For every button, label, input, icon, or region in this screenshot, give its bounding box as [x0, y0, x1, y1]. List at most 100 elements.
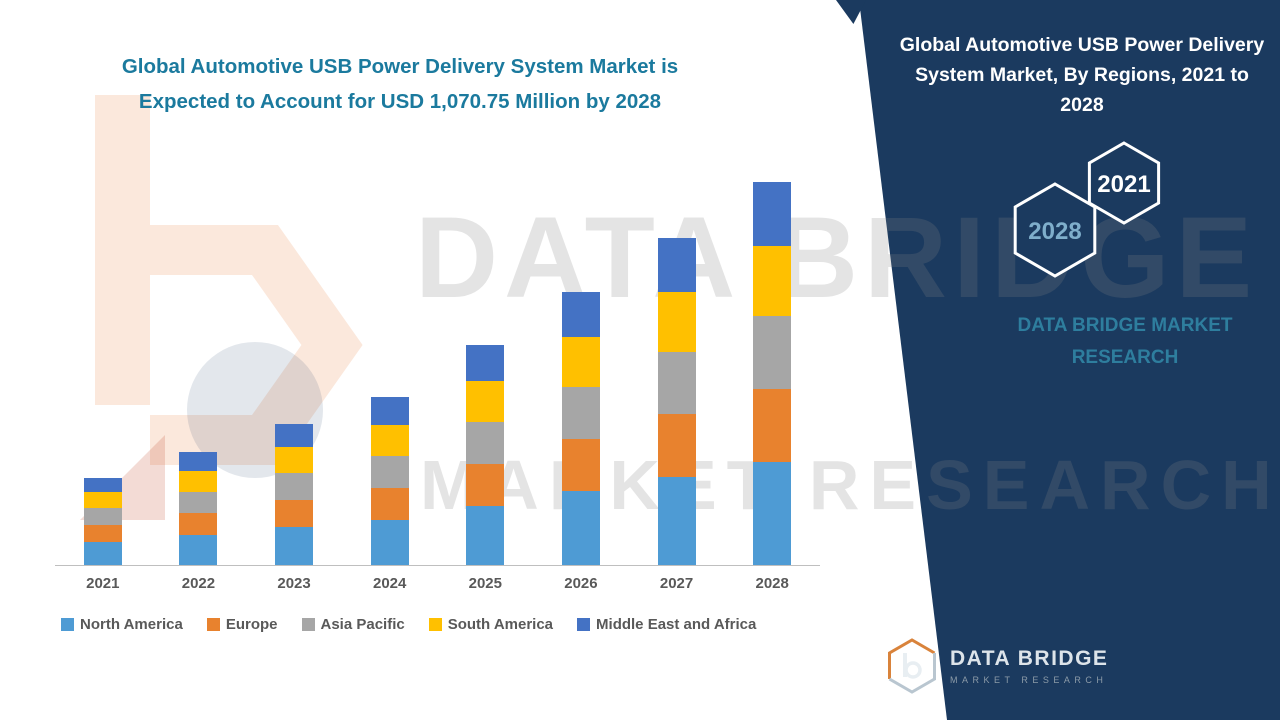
bar-segment: [753, 316, 792, 390]
legend-swatch: [577, 618, 591, 631]
bar-segment: [561, 291, 600, 337]
bar-2028: [724, 182, 820, 565]
bar-segment: [657, 291, 696, 353]
legend: North America Europe Asia Pacific South Ame…: [61, 616, 820, 633]
logo-stem: [95, 95, 150, 405]
stacked-bar: [179, 452, 218, 565]
stacked-bar: [370, 397, 409, 565]
chart-headline-line1: Global Automotive USB Power Delivery Sys…: [121, 55, 679, 78]
bar-segment: [561, 439, 600, 492]
bar-2021: [55, 477, 151, 565]
bar-segment: [83, 541, 122, 565]
legend-item: Asia Pacific: [301, 616, 405, 633]
legend-swatch: [428, 618, 442, 631]
footer-logo-tagline: MARKET RESEARCH: [950, 675, 1108, 685]
x-axis-label: 2022: [181, 575, 216, 592]
bar-segment: [370, 519, 409, 565]
bar-segment: [370, 455, 409, 488]
brand-name-line1: DATA BRIDGE MARKET: [1017, 315, 1233, 336]
bar-segment: [179, 491, 218, 514]
bar-segment: [370, 397, 409, 425]
bar-segment: [179, 452, 218, 471]
legend-label: Middle East and Africa: [596, 616, 757, 633]
legend-label: Asia Pacific: [320, 616, 405, 633]
footer-logo-icon: [888, 638, 936, 694]
bar-segment: [657, 414, 696, 477]
bar-segment: [179, 513, 218, 535]
bar-segment: [561, 491, 600, 565]
stacked-bar: [83, 477, 122, 565]
x-axis-label: 2026: [564, 575, 598, 592]
bar-2024: [342, 397, 438, 565]
footer-logo-name: DATA BRIDGE: [950, 647, 1109, 670]
bar-segment: [753, 389, 792, 462]
chart-headline: Global Automotive USB Power Delivery Sys…: [75, 50, 725, 120]
legend-item: South America: [428, 616, 554, 633]
stacked-bar: [561, 291, 600, 565]
bar-segment: [370, 487, 409, 520]
stacked-bar-chart: 2021 2022 2023 2024 2025 2026 2027 2028 North A…: [55, 172, 820, 633]
badge-2021-hexagon: [1087, 141, 1161, 225]
x-axis-label: 2021: [86, 575, 120, 592]
legend-item: North America: [61, 616, 183, 633]
bar-segment: [275, 423, 314, 448]
bar-segment: [275, 447, 314, 474]
legend-label: Europe: [225, 616, 278, 633]
badge-2021-label: 2021: [1097, 171, 1150, 198]
bar-2022: [151, 452, 247, 565]
bar-segment: [83, 477, 122, 493]
plot-area: [55, 172, 820, 566]
bar-segment: [83, 508, 122, 525]
bar-segment: [179, 534, 218, 565]
bar-segment: [179, 470, 218, 492]
legend-swatch: [301, 618, 315, 631]
legend-swatch: [206, 618, 220, 631]
x-axis-labels: 2021 2022 2023 2024 2025 2026 2027 2028: [55, 575, 820, 592]
bar-segment: [275, 473, 314, 501]
bar-segment: [753, 461, 792, 565]
bar-segment: [83, 492, 122, 509]
badge-2028-hexagon: [1013, 182, 1097, 278]
footer-logo-hex-left: [888, 638, 936, 679]
footer-logo-text: DATA BRIDGE MARKET RESEARCH: [950, 647, 1108, 685]
legend-label: North America: [80, 616, 183, 633]
legend-label: South America: [447, 616, 554, 633]
bar-segment: [83, 524, 122, 542]
x-axis-label: 2024: [373, 575, 407, 592]
legend-swatch: [61, 618, 74, 631]
x-axis-label: 2025: [468, 575, 502, 592]
bar-segment: [466, 505, 505, 565]
logo-bowl: [150, 225, 363, 465]
bar-2025: [438, 345, 534, 565]
side-panel-title: Global Automotive USB Power Delivery Sys…: [899, 34, 1265, 117]
bar-segment: [275, 526, 314, 565]
x-axis-label: 2027: [659, 575, 694, 592]
bar-segment: [275, 500, 314, 527]
x-axis-label: 2028: [755, 575, 789, 592]
footer-logo-b-stem: [903, 653, 907, 677]
bar-2023: [246, 423, 342, 565]
bar-segment: [466, 422, 505, 464]
brand-name-text: DATA BRIDGE MARKET RESEARCH: [955, 310, 1280, 375]
x-axis-label: 2023: [277, 575, 311, 592]
brand-name-line2: RESEARCH: [1071, 347, 1179, 369]
bar-segment: [466, 381, 505, 423]
bar-2027: [629, 237, 725, 565]
stacked-bar: [466, 345, 505, 565]
stacked-bar: [657, 237, 696, 565]
chart-headline-line2: Expected to Account for USD 1,070.75 Mil…: [138, 89, 662, 113]
stacked-bar: [753, 182, 792, 565]
bar-segment: [370, 424, 409, 456]
footer-logo-hex-right: [888, 653, 936, 694]
bar-segment: [466, 345, 505, 382]
bar-segment: [561, 387, 600, 440]
year-badges: 2021 2028: [1013, 141, 1161, 278]
bar-segment: [657, 352, 696, 415]
bar-2026: [533, 291, 629, 565]
footer-logo-b-bowl: [904, 661, 922, 679]
bar-segment: [466, 463, 505, 506]
legend-item: Middle East and Africa: [577, 616, 756, 633]
bar-segment: [657, 237, 696, 292]
badge-2028-label: 2028: [1028, 218, 1081, 245]
stacked-bar: [275, 423, 314, 565]
